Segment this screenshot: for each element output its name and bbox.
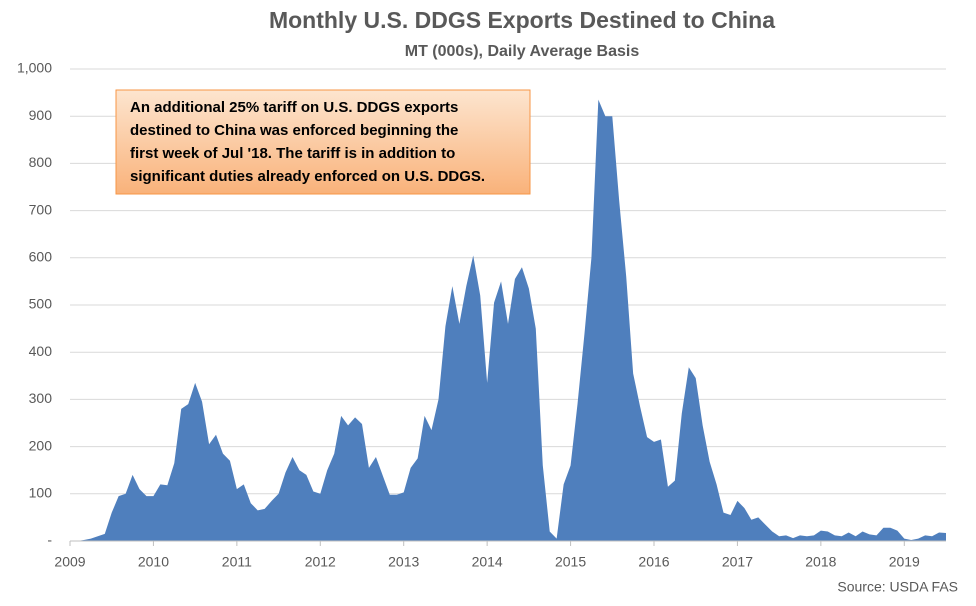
annotation-box [115, 89, 531, 195]
x-tick-label: 2017 [722, 554, 753, 570]
x-tick-label: 2013 [388, 554, 419, 570]
chart-title: Monthly U.S. DDGS Exports Destined to Ch… [269, 7, 775, 33]
y-tick-label: 600 [29, 249, 53, 265]
x-tick-label: 2018 [805, 554, 836, 570]
y-tick-label: 300 [29, 390, 53, 406]
chart-subtitle: MT (000s), Daily Average Basis [405, 43, 640, 60]
annotation-line: destined to China was enforced beginning… [130, 122, 458, 139]
y-tick-label: 100 [29, 485, 53, 501]
x-tick-label: 2010 [138, 554, 169, 570]
y-tick-label: 500 [29, 296, 53, 312]
y-tick-label: 800 [29, 154, 53, 170]
y-tick-label: - [47, 532, 52, 548]
y-tick-label: 700 [29, 201, 53, 217]
area [70, 99, 946, 542]
annotation-line: significant duties already enforced on U… [130, 168, 485, 185]
x-tick-label: 2015 [555, 554, 586, 570]
y-tick-label: 1,000 [17, 60, 52, 76]
y-tick-label: 900 [29, 107, 53, 123]
annotation-line: An additional 25% tariff on U.S. DDGS ex… [130, 99, 458, 116]
y-tick-label: 200 [29, 437, 53, 453]
x-tick-label: 2012 [305, 554, 336, 570]
x-tick-label: 2009 [54, 554, 85, 570]
y-tick-label: 400 [29, 343, 53, 359]
x-tick-label: 2014 [472, 554, 503, 570]
x-tick-label: 2016 [638, 554, 669, 570]
source: Source: USDA FAS [837, 579, 958, 595]
annotation-line: first week of Jul '18. The tariff is in … [130, 145, 455, 162]
x-tick-label: 2011 [222, 554, 252, 570]
x-tick-label: 2019 [889, 554, 920, 570]
